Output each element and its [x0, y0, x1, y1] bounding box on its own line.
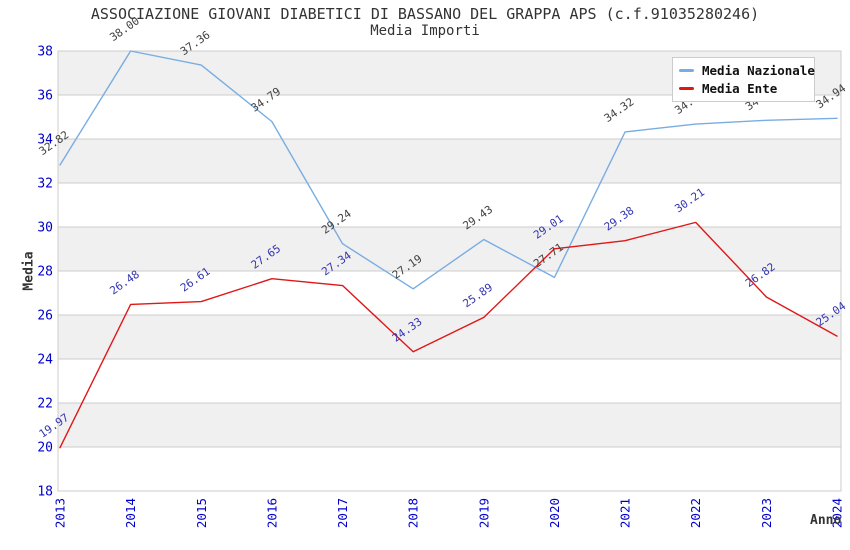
- x-tick-label: 2014: [123, 498, 138, 528]
- y-tick-label: 38: [37, 45, 53, 60]
- series-line-media-ente: [59, 221, 838, 449]
- x-tick-label: 2021: [618, 498, 633, 528]
- legend-line-sample-ente-icon: [679, 87, 694, 90]
- y-tick-label: 32: [37, 177, 53, 192]
- plot-band: [58, 227, 841, 271]
- y-tick-label: 36: [37, 89, 53, 104]
- x-tick-label: 2017: [335, 498, 350, 528]
- chart-title: ASSOCIAZIONE GIOVANI DIABETICI DI BASSAN…: [90, 5, 760, 23]
- x-tick-label: 2023: [759, 498, 774, 528]
- y-tick-label: 30: [37, 221, 53, 236]
- plot-band: [58, 271, 841, 315]
- x-tick-label: 2015: [194, 498, 209, 528]
- plot-band: [58, 359, 841, 403]
- legend-label-media-ente: Media Ente: [702, 81, 778, 96]
- x-tick-label: 2018: [406, 498, 421, 528]
- legend-item-media-nazionale: Media Nazionale: [679, 63, 815, 78]
- x-axis-title: Anno: [810, 513, 842, 528]
- legend-item-media-ente: Media Ente: [679, 81, 814, 96]
- legend-line-sample-nazionale-icon: [679, 69, 694, 72]
- plot-band: [58, 447, 841, 491]
- x-tick-label: 2022: [688, 498, 703, 528]
- x-tick-label: 2016: [264, 498, 279, 528]
- series-line-media-nazionale: [59, 50, 838, 290]
- data-label: 38.00: [107, 14, 142, 44]
- plot-band: [58, 403, 841, 447]
- y-tick-label: 34: [37, 133, 53, 148]
- y-tick-label: 20: [37, 441, 53, 456]
- y-tick-label: 28: [37, 265, 53, 280]
- legend: Media Nazionale Media Ente: [672, 57, 815, 102]
- y-tick-label: 26: [37, 309, 53, 324]
- x-tick-label: 2020: [547, 498, 562, 528]
- y-axis-title: Media: [21, 251, 37, 291]
- plot-band: [58, 139, 841, 183]
- y-tick-label: 18: [37, 485, 53, 500]
- legend-label-media-nazionale: Media Nazionale: [702, 63, 815, 78]
- x-tick-label: 2019: [476, 498, 491, 528]
- x-tick-label: 2013: [53, 498, 68, 528]
- plot-band: [58, 95, 841, 139]
- plot-band: [58, 315, 841, 359]
- x-tick-label: 2024: [830, 498, 845, 528]
- plot-band: [58, 183, 841, 227]
- plot-border: [57, 50, 842, 492]
- y-tick-label: 22: [37, 397, 53, 412]
- y-tick-label: 24: [37, 353, 53, 368]
- chart-subtitle: Media Importi: [370, 23, 480, 39]
